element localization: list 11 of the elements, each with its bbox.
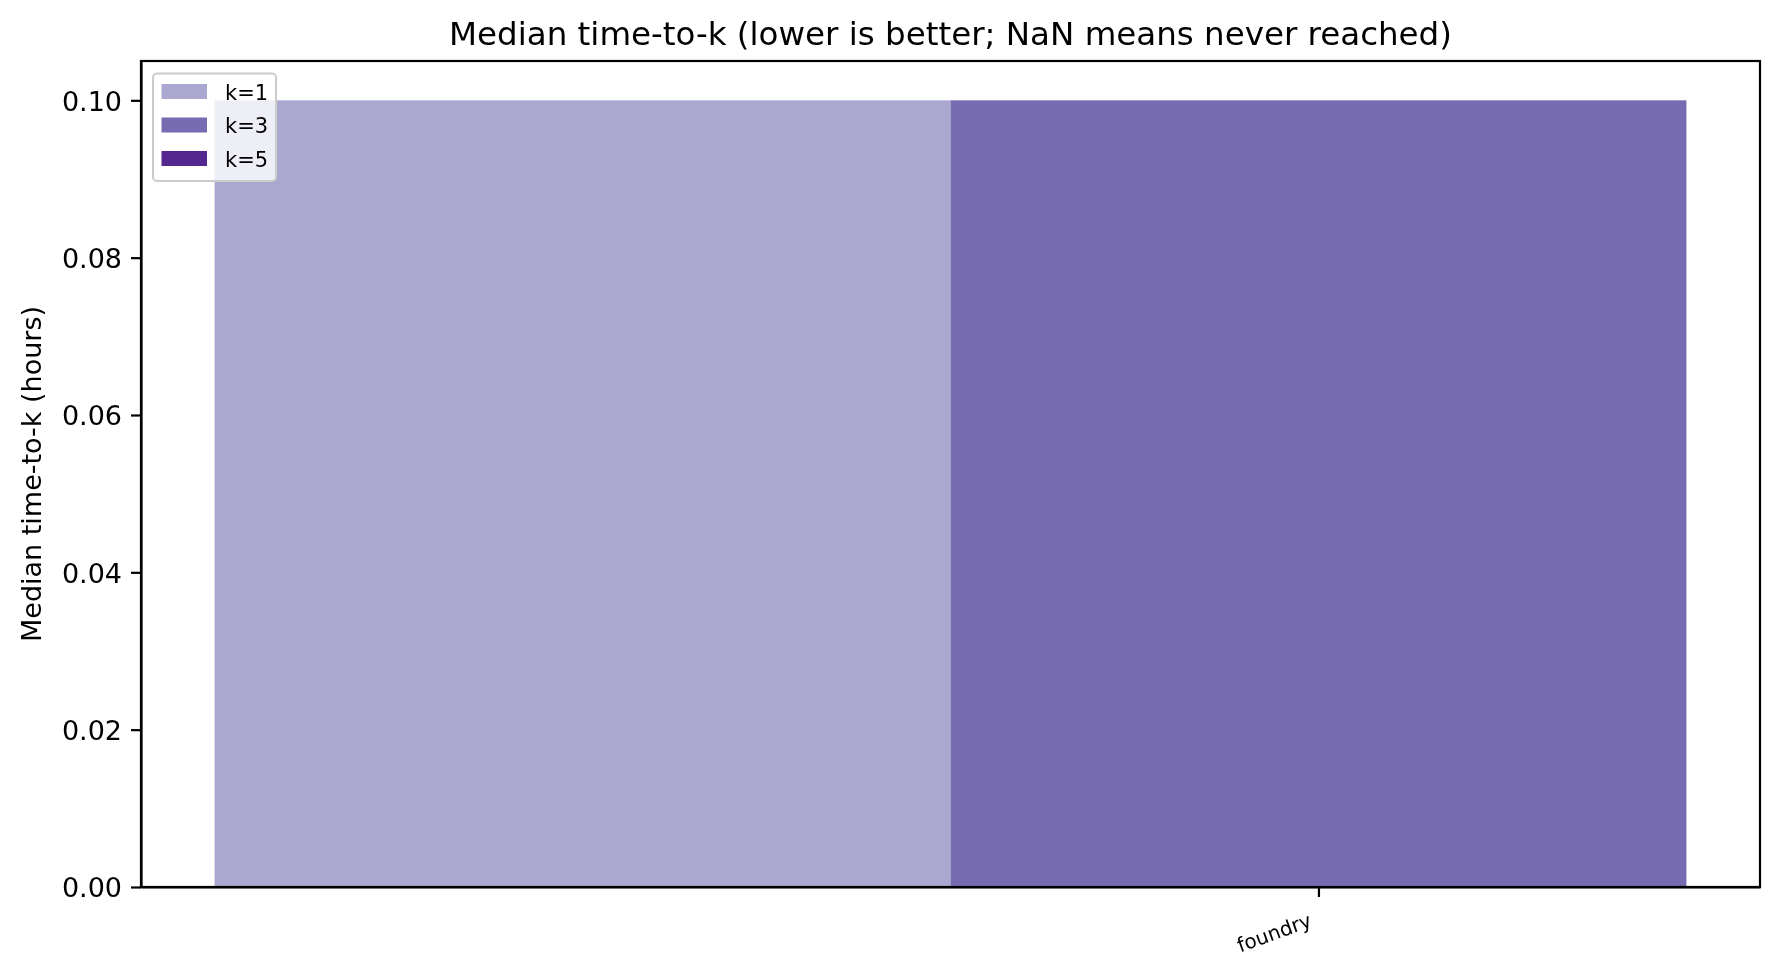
y-tick-label: 0.02: [61, 714, 122, 746]
y-tick-label: 0.04: [61, 557, 122, 589]
y-axis-title: Median time-to-k (hours): [16, 305, 48, 643]
y-tick-label: 0.08: [61, 242, 122, 274]
legend-label: k=3: [225, 114, 269, 138]
y-tick-label: 0.06: [61, 400, 122, 432]
legend-label: k=1: [225, 80, 269, 105]
y-tick-label: 0.10: [61, 85, 122, 117]
y-tick-label: 0.00: [61, 872, 122, 904]
chart-title: Median time-to-k (lower is better; NaN means never reached): [449, 15, 1452, 53]
legend-label: k=5: [225, 147, 269, 172]
